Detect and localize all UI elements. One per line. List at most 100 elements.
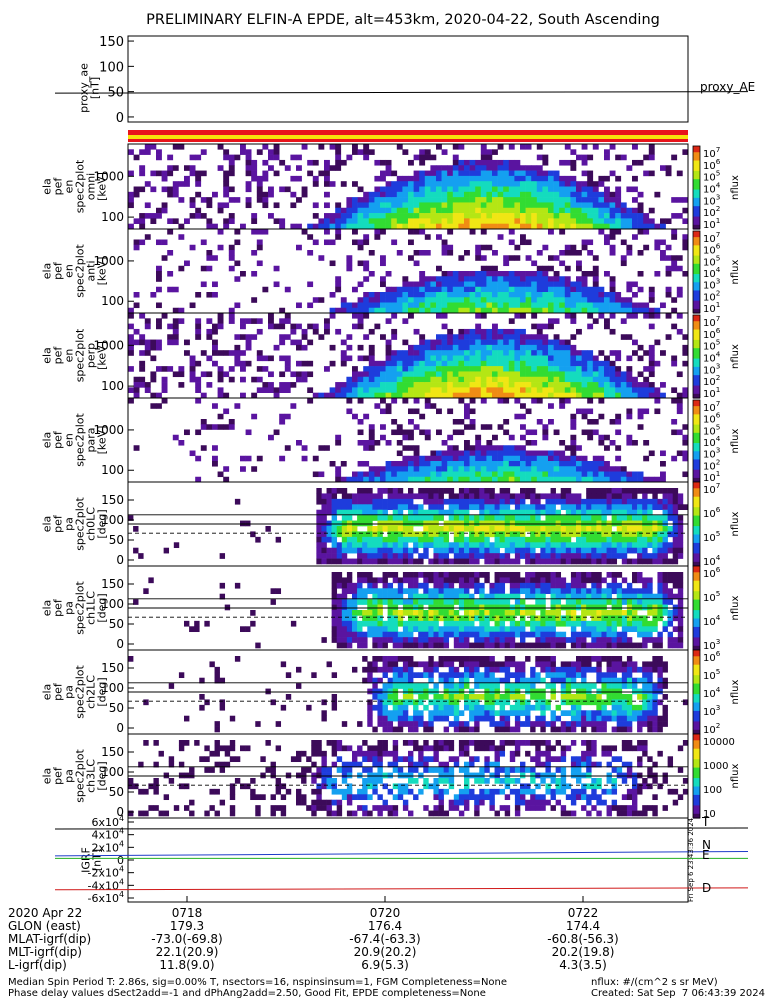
- spectrogram-cell: [642, 642, 648, 649]
- spectrogram-cell: [321, 547, 327, 554]
- spectrogram-cell: [553, 392, 560, 399]
- spectrogram-cell: [433, 593, 439, 600]
- spectrogram-cell: [423, 620, 429, 627]
- spectrogram-cell: [480, 339, 487, 346]
- spectrogram-cell: [514, 255, 521, 261]
- spectrogram-cell: [480, 255, 487, 261]
- ylabel-line: [deg]: [96, 593, 109, 622]
- spectrogram-cell: [559, 471, 566, 478]
- spectrogram-cell: [520, 334, 526, 340]
- spectrogram-cell: [545, 626, 551, 633]
- spectrogram-cell: [570, 509, 577, 516]
- colorbar-cell: [693, 605, 700, 609]
- spectrogram-cell: [144, 339, 151, 346]
- spectrogram-cell: [620, 207, 627, 214]
- colorbar-cell: [693, 410, 700, 413]
- spectrogram-cell: [615, 466, 622, 472]
- spectrogram-cell: [542, 244, 549, 251]
- spectrogram-cell: [321, 504, 327, 511]
- spectrogram-cell: [458, 392, 465, 399]
- spectrogram-cell: [576, 265, 582, 272]
- spectrogram-cell: [564, 371, 571, 378]
- spectrogram-cell: [447, 471, 454, 478]
- spectrogram-cell: [609, 371, 616, 378]
- spectrogram-cell: [576, 366, 582, 372]
- spectrogram-cell: [424, 371, 431, 378]
- spectrogram-cell: [341, 542, 348, 549]
- spectrogram-cell: [402, 175, 409, 182]
- spectrogram-cell: [581, 461, 588, 467]
- spectrogram-cell: [581, 271, 588, 277]
- spectrogram-cell: [497, 339, 504, 346]
- spectrogram-cell: [396, 307, 403, 314]
- spectrogram-cell: [559, 360, 566, 367]
- spectrogram-cell: [413, 181, 420, 187]
- spectrogram-cell: [576, 307, 582, 314]
- spectrogram-cell: [469, 498, 475, 505]
- spectrogram-cell: [494, 536, 500, 543]
- ylabel-line: ela: [41, 263, 54, 280]
- spectrogram-cell: [458, 175, 465, 182]
- spectrogram-cell: [452, 376, 459, 383]
- spectrogram-cell: [536, 419, 543, 425]
- spectrogram-cell: [486, 281, 493, 288]
- spectrogram-cell: [352, 213, 358, 219]
- spectrogram-cell: [621, 504, 628, 511]
- spectrogram-cell: [413, 558, 419, 565]
- spectrogram-cell: [601, 558, 607, 565]
- spectrogram-cell: [637, 191, 644, 198]
- spectrogram-cell: [621, 593, 628, 600]
- spectrogram-cell: [316, 558, 322, 565]
- spectrogram-cell: [139, 223, 146, 230]
- spectrogram-cell: [396, 387, 403, 393]
- spectrogram-cell: [441, 170, 448, 177]
- spectrogram-cell: [391, 170, 398, 177]
- colorbar-tick-label: 106: [703, 157, 721, 172]
- spectrogram-cell: [301, 360, 308, 367]
- spectrogram-cell: [441, 297, 448, 303]
- spectrogram-cell: [396, 366, 403, 372]
- spectrogram-cell: [352, 387, 358, 393]
- spectrogram-cell: [458, 450, 465, 457]
- spectrogram-cell: [374, 392, 381, 399]
- spectrogram-cell: [609, 366, 616, 372]
- spectrogram-cell: [413, 387, 420, 393]
- spectrogram-cell: [474, 493, 480, 500]
- spectrogram-cell: [464, 382, 470, 388]
- spectrogram-cell: [504, 599, 511, 605]
- spectrogram-cell: [652, 593, 658, 600]
- spectrogram-cell: [499, 493, 506, 500]
- spectrogram-cell: [548, 471, 554, 478]
- spectrogram-cell: [133, 244, 140, 251]
- spectrogram-cell: [279, 339, 286, 346]
- spectrogram-cell: [531, 440, 538, 446]
- spectrogram-cell: [279, 413, 286, 420]
- spectrogram-cell: [341, 604, 348, 611]
- spectrogram-cell: [464, 339, 470, 346]
- spectrogram-cell: [290, 403, 297, 409]
- spectrogram-cell: [143, 699, 149, 706]
- spectrogram-cell: [559, 455, 566, 462]
- spectrogram-cell: [492, 207, 498, 214]
- spectrogram-cell: [520, 620, 526, 627]
- ylabel-line: pef: [52, 261, 65, 280]
- ytick-label: 150: [101, 577, 124, 591]
- spectrogram-cell: [480, 466, 487, 472]
- spectrogram-cell: [453, 558, 460, 565]
- spectrogram-cell: [217, 471, 224, 478]
- spectrogram-cell: [363, 382, 370, 388]
- spectrogram-cell: [550, 577, 556, 584]
- spectrogram-cell: [540, 536, 546, 543]
- spectrogram-cell: [413, 531, 419, 538]
- spectrogram-cell: [499, 504, 506, 511]
- colorbar-cell: [693, 597, 700, 601]
- spectrogram-cell: [438, 577, 444, 584]
- spectrogram-cell: [565, 515, 572, 521]
- spectrogram-cell: [576, 376, 582, 383]
- spectrogram-cell: [184, 181, 190, 187]
- spectrogram-cell: [240, 334, 246, 340]
- spectrogram-cell: [352, 202, 358, 209]
- spectrogram-cell: [479, 572, 485, 578]
- spectrogram-cell: [189, 154, 196, 161]
- spectrogram-cell: [428, 610, 434, 616]
